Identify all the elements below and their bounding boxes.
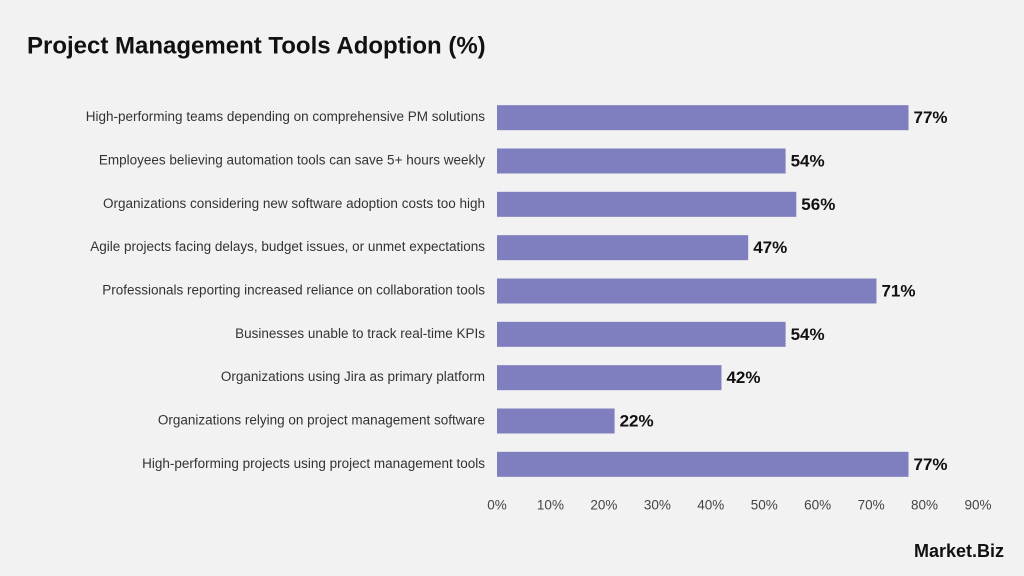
value-label: 54% bbox=[791, 325, 825, 344]
x-tick-label: 80% bbox=[911, 498, 938, 513]
x-tick-label: 50% bbox=[751, 498, 778, 513]
value-label: 77% bbox=[914, 108, 948, 127]
value-label: 54% bbox=[791, 151, 825, 170]
chart-title: Project Management Tools Adoption (%) bbox=[27, 32, 486, 59]
value-label: 22% bbox=[620, 411, 654, 430]
x-tick-label: 0% bbox=[487, 498, 507, 513]
value-label: 42% bbox=[726, 368, 760, 387]
x-tick-label: 20% bbox=[590, 498, 617, 513]
x-tick-label: 40% bbox=[697, 498, 724, 513]
x-tick-label: 10% bbox=[537, 498, 564, 513]
x-tick-label: 70% bbox=[858, 498, 885, 513]
bar bbox=[497, 105, 909, 131]
x-tick-label: 90% bbox=[964, 498, 991, 513]
value-label: 77% bbox=[914, 455, 948, 474]
y-tick-label: Organizations considering new software a… bbox=[103, 196, 485, 211]
value-label: 47% bbox=[753, 238, 787, 257]
bar bbox=[497, 365, 722, 391]
y-tick-label: Employees believing automation tools can… bbox=[99, 153, 485, 168]
y-tick-label: Organizations relying on project managem… bbox=[158, 413, 485, 428]
bar bbox=[497, 321, 786, 347]
bar bbox=[497, 408, 615, 434]
brand-logo: Market.Biz bbox=[914, 541, 1004, 561]
x-tick-label: 60% bbox=[804, 498, 831, 513]
bar bbox=[497, 451, 909, 477]
value-label: 71% bbox=[881, 281, 915, 300]
y-tick-label: Agile projects facing delays, budget iss… bbox=[90, 239, 485, 254]
bar bbox=[497, 235, 749, 261]
y-tick-label: High-performing projects using project m… bbox=[142, 456, 485, 471]
value-label: 56% bbox=[801, 195, 835, 214]
y-tick-label: Businesses unable to track real-time KPI… bbox=[235, 326, 485, 341]
bar bbox=[497, 148, 786, 174]
x-tick-label: 30% bbox=[644, 498, 671, 513]
y-tick-label: High-performing teams depending on compr… bbox=[86, 109, 485, 124]
bar bbox=[497, 191, 797, 217]
bar bbox=[497, 278, 877, 304]
y-tick-label: Organizations using Jira as primary plat… bbox=[221, 369, 485, 384]
y-tick-label: Professionals reporting increased relian… bbox=[102, 283, 485, 298]
